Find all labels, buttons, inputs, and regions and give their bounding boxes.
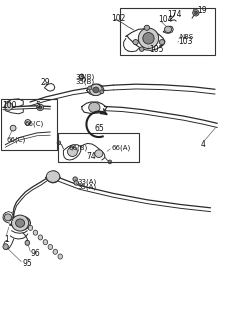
Ellipse shape [73,177,77,181]
Ellipse shape [93,87,99,93]
Ellipse shape [100,90,104,94]
Ellipse shape [48,244,53,250]
Ellipse shape [95,150,103,157]
Ellipse shape [57,141,61,145]
Ellipse shape [79,74,84,79]
Ellipse shape [23,220,28,226]
Text: 66(C): 66(C) [24,121,44,127]
Text: 66(C): 66(C) [6,137,26,143]
Ellipse shape [159,40,165,45]
Ellipse shape [3,244,8,250]
Ellipse shape [33,230,38,235]
Ellipse shape [43,240,48,245]
Text: 66(A): 66(A) [111,144,131,150]
Text: 104: 104 [159,15,173,24]
Ellipse shape [143,33,154,44]
Text: 66(B): 66(B) [68,144,88,150]
Text: 19: 19 [197,6,207,15]
Ellipse shape [90,84,102,96]
Ellipse shape [144,25,150,30]
Text: 29: 29 [40,78,50,87]
Text: 65: 65 [94,124,104,133]
Ellipse shape [138,28,159,49]
Text: 5: 5 [36,101,41,110]
Text: 33(A): 33(A) [77,179,97,185]
Text: 102: 102 [111,14,126,23]
Ellipse shape [28,225,33,230]
Ellipse shape [12,215,29,231]
Ellipse shape [88,86,92,90]
Ellipse shape [4,214,12,221]
Ellipse shape [89,102,100,113]
Text: 33(B): 33(B) [75,73,94,80]
Text: 105: 105 [150,44,164,54]
Ellipse shape [25,120,31,125]
Text: 95: 95 [22,259,32,268]
Bar [120,8,215,55]
Text: 4: 4 [200,140,205,149]
Text: 100: 100 [2,101,16,110]
Ellipse shape [16,219,25,227]
Ellipse shape [193,10,199,16]
Ellipse shape [46,171,60,182]
Ellipse shape [25,240,30,245]
Ellipse shape [133,40,138,45]
Bar [1,100,57,150]
Text: 35(A): 35(A) [77,184,96,190]
Ellipse shape [38,106,42,109]
Ellipse shape [165,26,172,33]
Text: 1: 1 [4,235,9,244]
Ellipse shape [108,160,112,164]
Text: 96: 96 [30,250,40,259]
Ellipse shape [67,147,77,156]
Text: 103: 103 [178,37,192,46]
Ellipse shape [10,125,16,131]
Text: 74: 74 [86,152,96,161]
Bar [58,133,139,162]
Ellipse shape [37,104,44,111]
Ellipse shape [74,181,79,185]
Text: N8S: N8S [179,34,193,40]
Text: 174: 174 [168,10,182,19]
Ellipse shape [139,47,144,51]
Ellipse shape [58,254,62,259]
Ellipse shape [194,11,197,14]
Text: 35(B): 35(B) [75,79,94,85]
Ellipse shape [53,249,58,254]
Ellipse shape [38,235,43,240]
Ellipse shape [5,103,13,110]
